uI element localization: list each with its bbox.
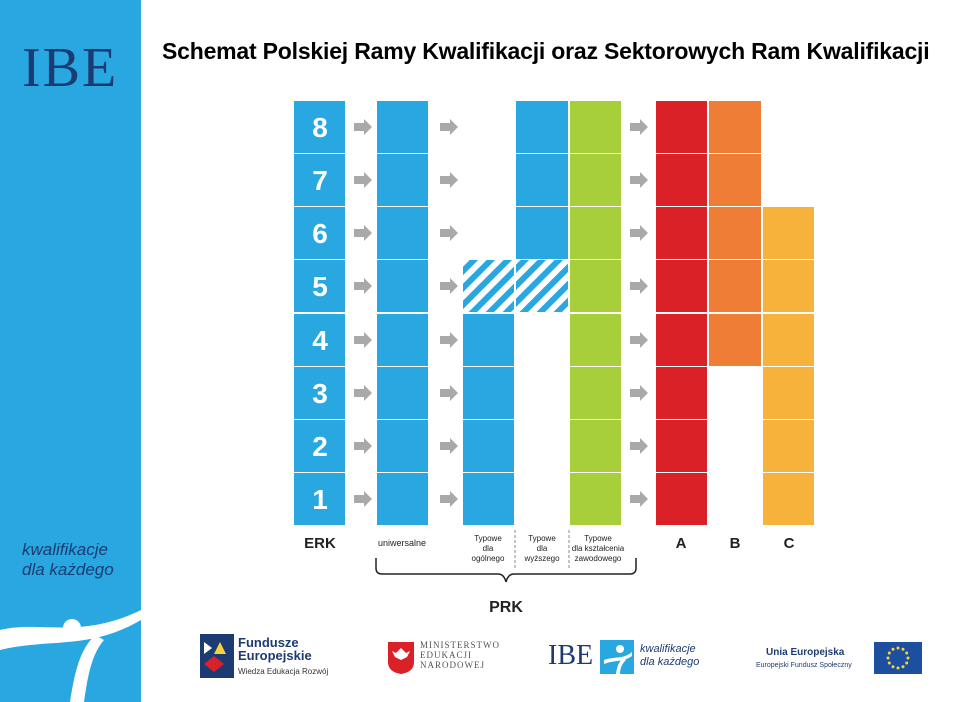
arrow-icon <box>630 438 648 454</box>
sector-c-column <box>763 207 814 525</box>
figure-swoosh-icon <box>0 610 141 702</box>
ibe-footer-logo: IBE kwalifikacje dla każdego <box>548 640 708 676</box>
higher-education-column <box>516 101 568 312</box>
arrow-icon <box>630 491 648 507</box>
arrow-icon <box>630 172 648 188</box>
erk-column: 8 7 6 5 4 3 2 1 <box>294 101 345 525</box>
sector-b-column <box>709 101 761 366</box>
vocational-label-1: Typowe <box>584 534 612 543</box>
general-hatched-cell-5 <box>463 260 514 312</box>
arrow-icon <box>354 278 372 294</box>
page-title: Schemat Polskiej Ramy Kwalifikacji oraz … <box>162 38 930 64</box>
arrow-icon <box>354 385 372 401</box>
level-label-4: 4 <box>312 325 328 356</box>
erk-cell-4 <box>294 314 345 366</box>
arrow-icon <box>354 172 372 188</box>
arrow-icon <box>354 225 372 241</box>
erk-cell-5 <box>294 260 345 312</box>
ibe-figure-icon <box>600 640 634 674</box>
sector-b-label: B <box>730 535 741 552</box>
erk-cell-1 <box>294 473 345 525</box>
general-label-2: dla <box>483 544 494 553</box>
vocational-column <box>570 101 621 525</box>
level-label-7: 7 <box>312 165 328 196</box>
sector-c-label: C <box>784 535 795 552</box>
arrow-icon <box>440 491 458 507</box>
slogan-line-1: kwalifikacje <box>22 540 108 559</box>
men-line-2: EDUKACJI <box>420 650 472 660</box>
vocational-label-2: dla kształcenia <box>572 544 625 553</box>
erk-cell-8 <box>294 101 345 153</box>
level-label-2: 2 <box>312 431 328 462</box>
erk-cell-6 <box>294 207 345 259</box>
eu-flag-icon <box>874 642 922 674</box>
arrow-icon <box>354 438 372 454</box>
level-label-1: 1 <box>312 484 328 515</box>
prk-bracket <box>375 558 637 583</box>
fe-line-2: Europejskie <box>238 648 312 663</box>
arrow-icon <box>440 225 458 241</box>
men-line-1: MINISTERSTWO <box>420 640 500 650</box>
sector-a-column <box>656 101 707 525</box>
erk-label: ERK <box>304 535 336 552</box>
general-label-1: Typowe <box>474 534 502 543</box>
ue-line-1: Unia Europejska <box>766 647 845 658</box>
arrow-icon <box>630 332 648 348</box>
sidebar: IBE kwalifikacje dla każdego <box>0 0 141 702</box>
higher-label-1: Typowe <box>528 534 556 543</box>
level-label-5: 5 <box>312 271 328 302</box>
separators <box>514 530 570 568</box>
unia-europejska-logo: Unia Europejska Europejski Fundusz Społe… <box>756 642 926 678</box>
arrow-icon <box>440 119 458 135</box>
level-label-8: 8 <box>312 112 328 143</box>
higher-label-2: dla <box>537 544 548 553</box>
arrows <box>354 119 648 507</box>
vocational-label-3: zawodowego <box>575 554 622 563</box>
arrow-icon <box>630 119 648 135</box>
level-label-6: 6 <box>312 218 328 249</box>
higher-label-3: wyższego <box>523 554 560 563</box>
higher-hatched-cell-5 <box>516 260 568 312</box>
arrow-icon <box>440 332 458 348</box>
men-line-3: NARODOWEJ <box>420 660 485 670</box>
ibe-footer-text: IBE <box>548 640 594 671</box>
arrow-icon <box>354 332 372 348</box>
arrow-icon <box>354 119 372 135</box>
prk-label: PRK <box>489 599 523 616</box>
arrow-icon <box>440 278 458 294</box>
general-education-column <box>463 260 514 525</box>
sector-a-label: A <box>676 535 687 552</box>
arrow-icon <box>440 172 458 188</box>
slogan-line-2: dla każdego <box>22 560 114 579</box>
men-logo: MINISTERSTWO EDUKACJI NARODOWEJ <box>388 640 500 680</box>
fe-line-1: Fundusze <box>238 635 299 650</box>
ibe-footer-slogan-1: kwalifikacje <box>640 643 696 655</box>
fundusze-europejskie-logo: Fundusze Europejskie Wiedza Edukacja Roz… <box>200 634 335 682</box>
sidebar-slogan: kwalifikacje dla każdego <box>22 540 114 580</box>
arrow-icon <box>630 225 648 241</box>
arrow-icon <box>354 491 372 507</box>
fe-line-3: Wiedza Edukacja Rozwój <box>238 667 329 676</box>
arrow-icon <box>440 385 458 401</box>
ibe-logo: IBE <box>22 37 119 99</box>
level-label-3: 3 <box>312 378 328 409</box>
eagle-emblem-icon <box>388 642 414 674</box>
fe-star-icon <box>200 634 234 678</box>
ibe-footer-slogan-2: dla każdego <box>640 656 700 668</box>
universal-label: uniwersalne <box>378 538 426 548</box>
erk-cell-3 <box>294 367 345 419</box>
general-label-3: ogólnego <box>472 554 505 563</box>
arrow-icon <box>630 278 648 294</box>
erk-cell-2 <box>294 420 345 472</box>
arrow-icon <box>440 438 458 454</box>
ue-line-2: Europejski Fundusz Społeczny <box>756 662 852 669</box>
arrow-icon <box>630 385 648 401</box>
erk-cell-7 <box>294 154 345 206</box>
universal-column <box>377 101 428 525</box>
